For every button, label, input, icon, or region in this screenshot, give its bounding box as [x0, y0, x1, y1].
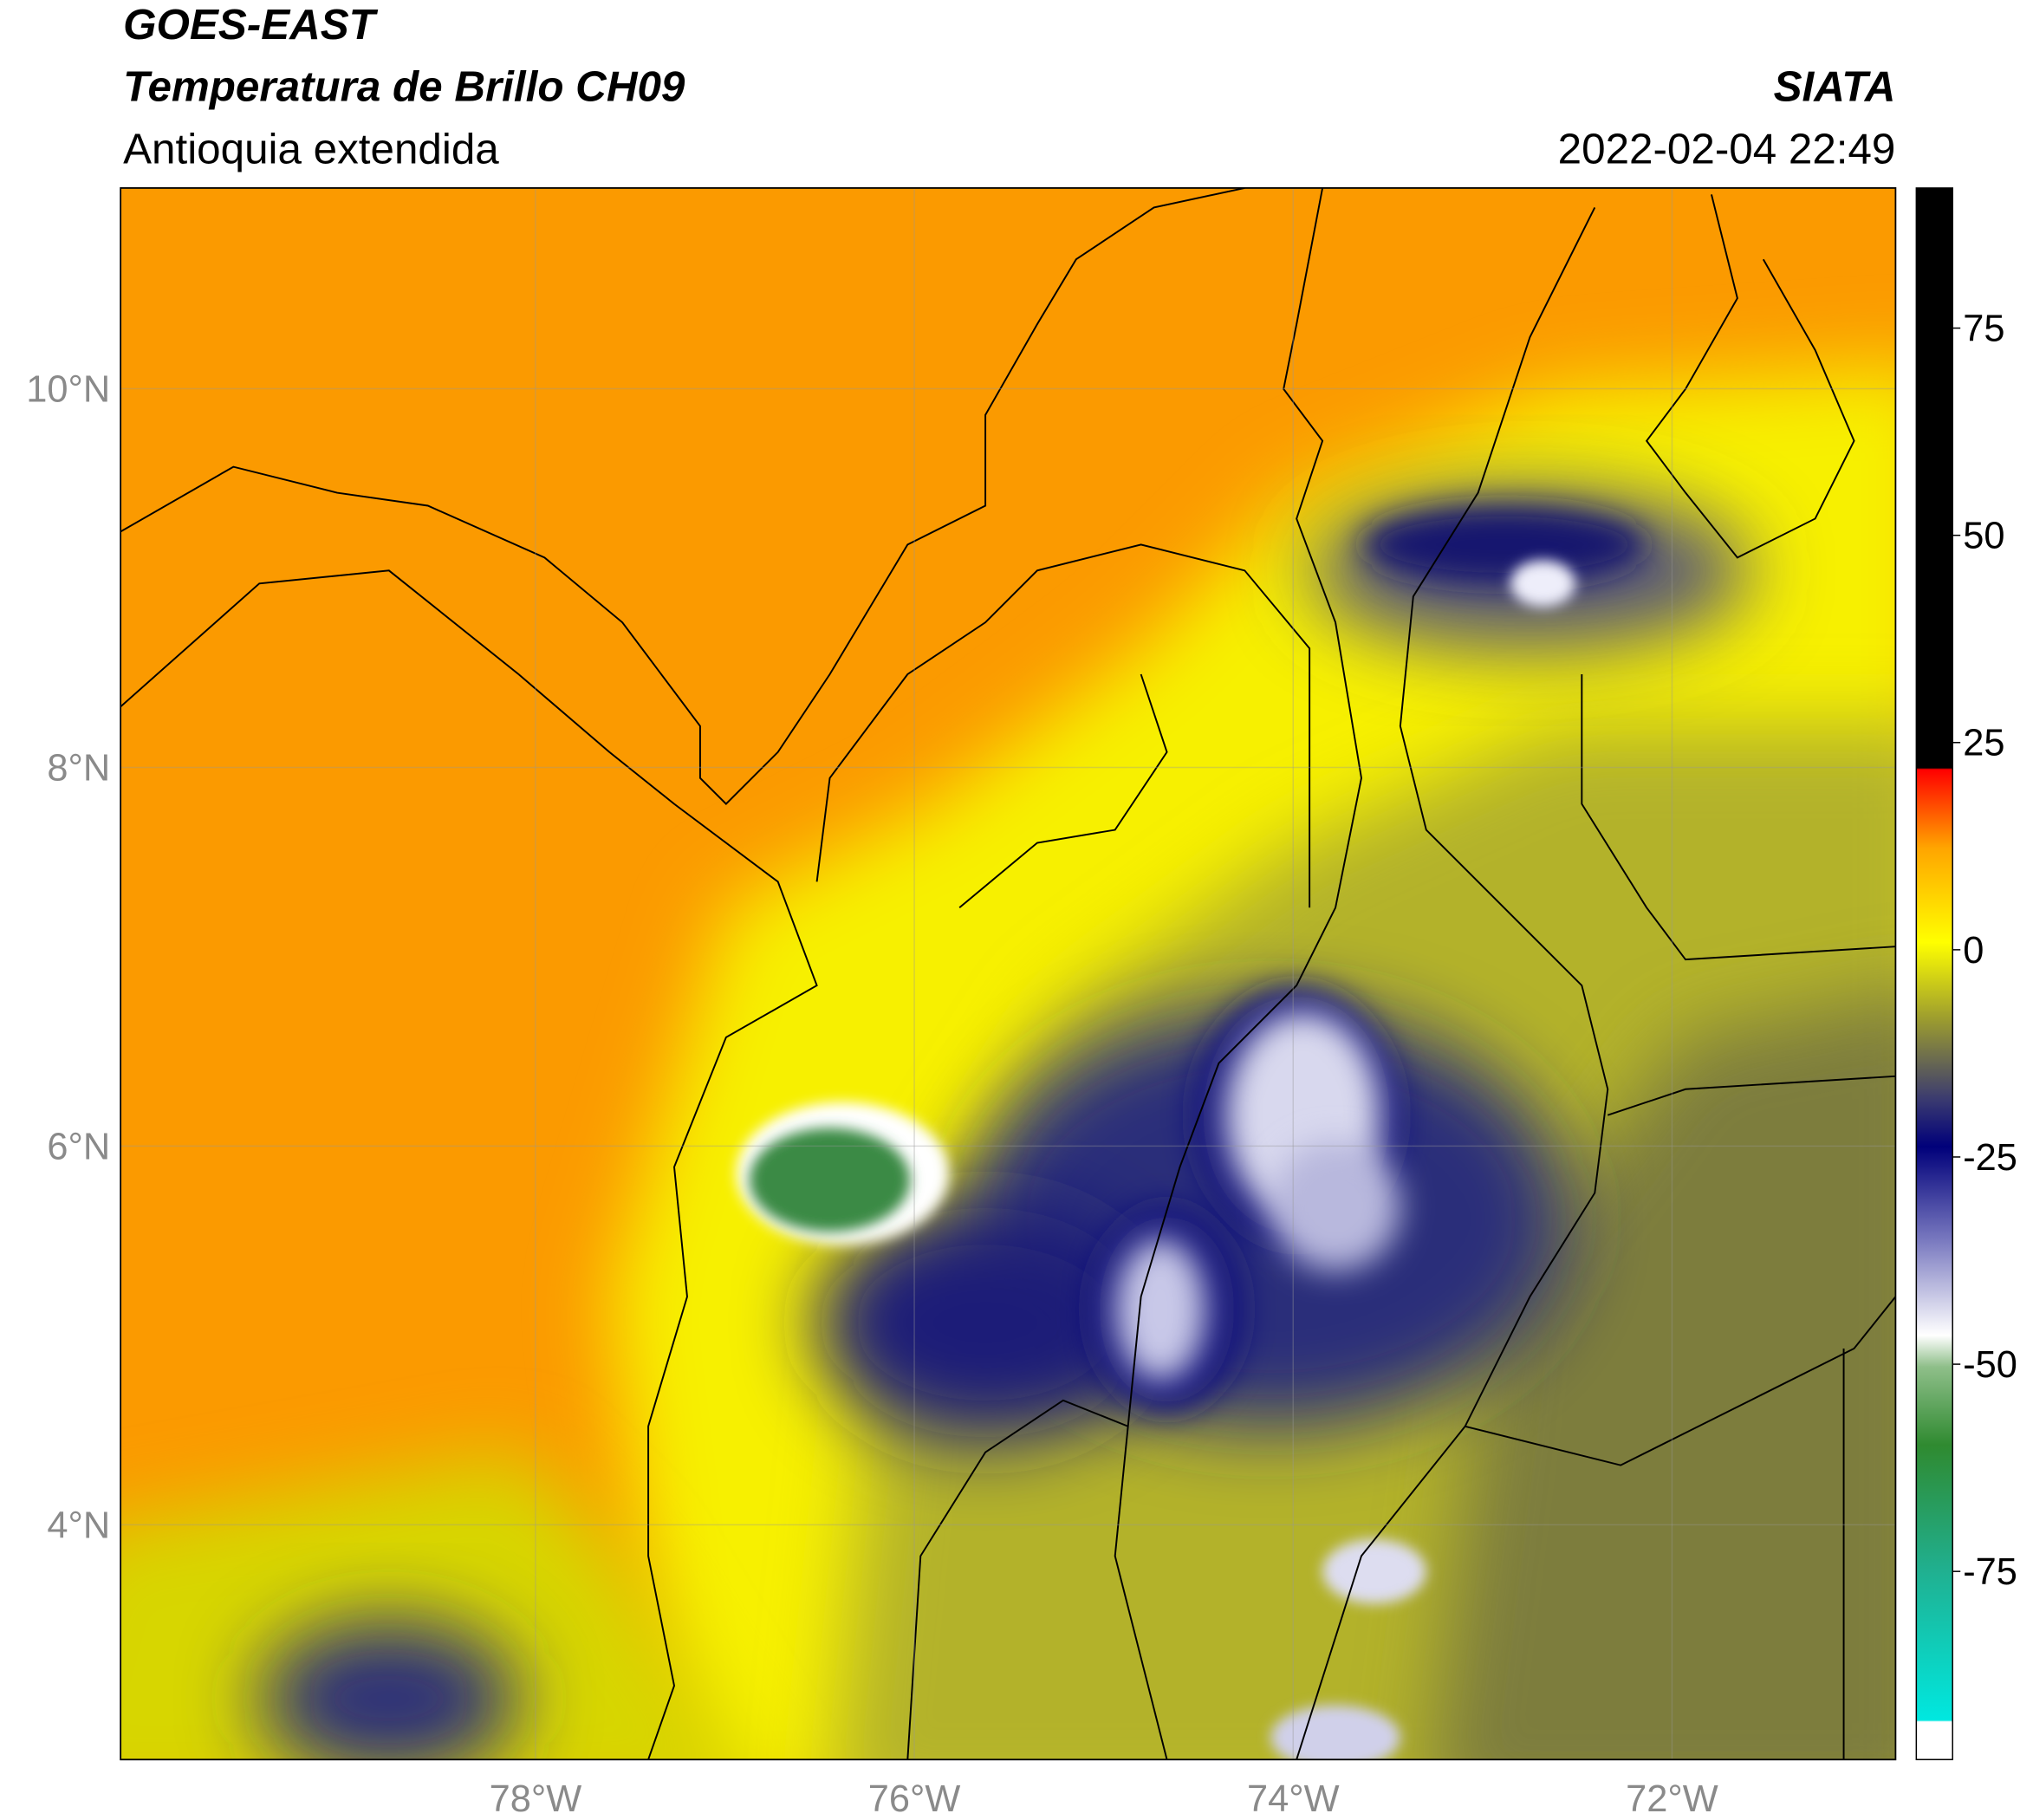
colorbar-tick-label: 50 [1963, 516, 2004, 557]
y-tick-label: 6°N [47, 1126, 110, 1167]
satellite-image [120, 187, 1896, 1760]
colorbar-tick-label: 25 [1963, 723, 2004, 764]
colorbar [1915, 187, 1953, 1761]
region-subtitle: Antioquia extendida [123, 126, 499, 173]
y-tick-label: 8°N [47, 747, 110, 789]
source-label: SIATA [1774, 63, 1896, 111]
y-tick-label: 10°N [26, 368, 110, 410]
colorbar-tick-label: -50 [1963, 1344, 2017, 1386]
x-tick-label: 78°W [490, 1778, 582, 1820]
map-frame [120, 187, 1897, 1761]
satellite-title: GOES-EAST [123, 1, 379, 49]
colorbar-tick-label: 0 [1963, 930, 1984, 972]
colorbar-tick-label: -25 [1963, 1137, 2017, 1179]
grid-group [120, 187, 1896, 1760]
product-title: Temperatura de Brillo CH09 [123, 63, 685, 111]
x-tick-label: 72°W [1626, 1778, 1718, 1820]
y-tick-label: 4°N [47, 1505, 110, 1546]
datetime-label: 2022-02-04 22:49 [1558, 126, 1896, 173]
colorbar-tick-label: -75 [1963, 1551, 2017, 1593]
x-tick-label: 74°W [1247, 1778, 1340, 1820]
colorbar-tick-label: 75 [1963, 309, 2004, 350]
x-tick-label: 76°W [868, 1778, 961, 1820]
boundaries [120, 187, 1896, 1760]
